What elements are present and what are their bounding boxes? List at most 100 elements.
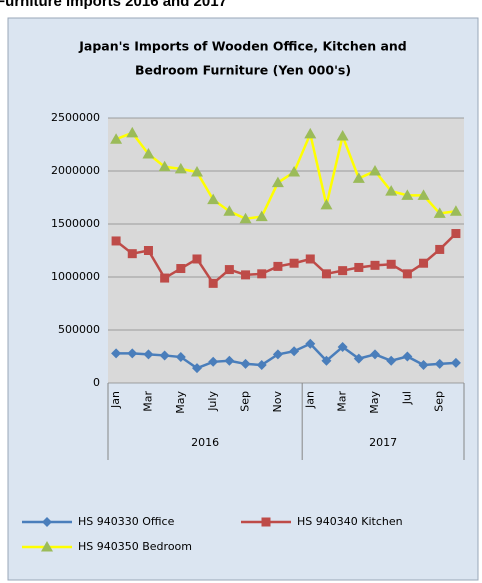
point <box>401 189 414 200</box>
point <box>449 205 462 216</box>
point <box>289 346 300 357</box>
point <box>224 265 234 275</box>
point <box>304 127 317 139</box>
point <box>321 355 332 366</box>
point <box>386 355 397 366</box>
point <box>385 185 398 196</box>
point <box>239 212 252 224</box>
legend-label: HS 940330 Office <box>78 515 175 528</box>
point <box>321 269 331 279</box>
legend-marker <box>261 517 271 527</box>
point <box>158 160 171 172</box>
point <box>143 246 153 255</box>
x-tick-label: Jul <box>400 391 413 405</box>
series-line <box>116 342 456 370</box>
legend-marker <box>41 541 53 552</box>
point <box>110 133 123 144</box>
point <box>142 148 155 159</box>
point <box>207 193 220 205</box>
x-tick-label: Jan <box>109 391 122 409</box>
point <box>433 207 446 218</box>
point <box>305 254 315 264</box>
point <box>256 359 267 370</box>
point <box>174 162 187 174</box>
group-label: 2016 <box>191 436 219 449</box>
y-tick-label: 500000 <box>58 323 100 336</box>
point <box>417 189 430 200</box>
x-tick-label: Sep <box>239 391 252 412</box>
point <box>111 348 122 359</box>
point <box>402 351 413 362</box>
point <box>402 269 412 279</box>
point <box>257 269 267 279</box>
point <box>192 254 202 264</box>
point <box>143 349 154 360</box>
point <box>240 358 251 369</box>
point <box>419 258 429 268</box>
point <box>451 229 461 239</box>
legend-label: HS 940340 Kitchen <box>297 515 403 528</box>
point <box>208 278 218 288</box>
point <box>386 259 396 269</box>
x-tick-label: Nov <box>271 391 284 413</box>
point <box>418 359 429 370</box>
point <box>223 205 236 216</box>
page-header: Furniture imports 2016 and 2017 <box>0 0 227 10</box>
point <box>271 176 284 188</box>
x-tick-label: Jan <box>303 391 316 409</box>
y-tick-label: 2500000 <box>51 111 100 124</box>
x-tick-label: May <box>174 391 187 414</box>
series-line <box>115 232 457 286</box>
point <box>320 198 333 210</box>
legend-label: HS 940350 Bedroom <box>78 540 192 553</box>
y-tick-label: 2000000 <box>51 164 100 177</box>
point <box>241 270 251 280</box>
point <box>352 172 365 183</box>
point <box>160 273 170 283</box>
point <box>127 249 137 259</box>
point <box>127 348 138 359</box>
point <box>450 357 461 368</box>
point <box>273 261 283 271</box>
x-tick-label: Mar <box>141 391 154 412</box>
y-tick-label: 1500000 <box>51 217 100 230</box>
point <box>434 358 445 369</box>
x-tick-label: July <box>206 391 219 412</box>
point <box>176 264 186 274</box>
point <box>369 165 381 176</box>
point <box>370 260 380 270</box>
x-tick-label: May <box>368 391 381 414</box>
point <box>255 210 268 222</box>
point <box>288 166 301 177</box>
chart-title: Bedroom Furniture (Yen 000's) <box>135 63 351 78</box>
chart-title: Japan's Imports of Wooden Office, Kitche… <box>78 39 407 54</box>
legend-marker <box>42 517 52 527</box>
point <box>111 236 121 246</box>
point <box>337 341 348 352</box>
point <box>305 338 316 349</box>
point <box>191 166 203 177</box>
point <box>336 130 349 141</box>
point <box>126 126 139 138</box>
group-label: 2017 <box>369 436 397 449</box>
point <box>370 349 380 360</box>
point <box>435 244 445 254</box>
point <box>159 350 170 361</box>
point <box>338 266 348 276</box>
point <box>175 352 186 363</box>
point <box>272 349 283 360</box>
point <box>224 355 235 366</box>
point <box>208 356 219 367</box>
series-line <box>115 129 457 220</box>
y-tick-label: 1000000 <box>51 270 100 283</box>
y-tick-label: 0 <box>93 376 100 389</box>
plot-area <box>108 118 464 383</box>
point <box>354 262 364 272</box>
point <box>192 363 202 374</box>
point <box>353 353 364 364</box>
x-tick-label: Mar <box>336 391 349 412</box>
x-tick-label: Sep <box>433 391 446 412</box>
point <box>289 258 299 268</box>
